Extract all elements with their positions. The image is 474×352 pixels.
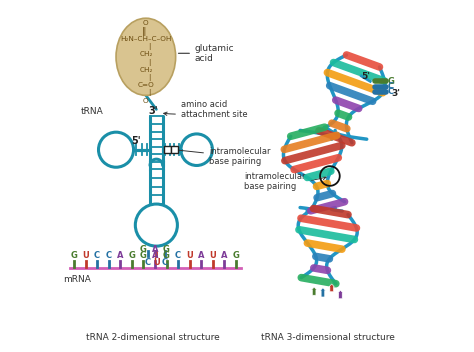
Text: 3': 3': [148, 106, 158, 116]
Text: G: G: [163, 245, 170, 254]
Circle shape: [181, 134, 212, 165]
Text: C: C: [94, 251, 100, 260]
Text: U: U: [210, 251, 216, 260]
Circle shape: [99, 132, 134, 167]
Text: G: G: [128, 251, 135, 260]
Text: A: A: [152, 251, 158, 260]
Text: G: G: [140, 251, 147, 260]
Text: U: U: [186, 251, 193, 260]
FancyArrow shape: [311, 287, 317, 295]
Text: 5': 5': [362, 71, 371, 81]
Text: G: G: [71, 251, 77, 260]
Text: 5': 5': [132, 136, 141, 146]
Text: |: |: [148, 74, 151, 81]
Text: CH₂: CH₂: [139, 51, 153, 57]
Bar: [164, 146, 171, 152]
Text: A: A: [152, 245, 158, 254]
Text: A: A: [117, 251, 124, 260]
Text: G: G: [233, 251, 239, 260]
Text: tRNA: tRNA: [81, 107, 104, 116]
Text: CH₂: CH₂: [139, 67, 153, 73]
Text: glutamic
acid: glutamic acid: [178, 44, 235, 63]
Text: mRNA: mRNA: [64, 275, 91, 284]
Ellipse shape: [116, 18, 176, 95]
FancyArrow shape: [320, 288, 326, 297]
Text: ‖: ‖: [142, 27, 146, 36]
FancyArrow shape: [338, 290, 343, 299]
Text: amino acid
attachment site: amino acid attachment site: [164, 100, 247, 119]
Text: G: G: [388, 77, 395, 86]
Text: tRNA 2-dimensional structure: tRNA 2-dimensional structure: [86, 333, 220, 342]
Text: C: C: [145, 258, 151, 268]
Text: U: U: [82, 251, 89, 260]
Text: |: |: [148, 58, 151, 65]
Text: A: A: [221, 251, 228, 260]
Text: C: C: [388, 82, 394, 91]
Text: G: G: [163, 251, 170, 260]
Text: U: U: [153, 258, 160, 268]
Text: intramolecular
base pairing: intramolecular base pairing: [174, 147, 271, 166]
Text: 3': 3': [391, 89, 400, 98]
FancyArrow shape: [329, 284, 334, 292]
Text: C: C: [388, 87, 394, 96]
Text: C: C: [106, 251, 112, 260]
Text: O: O: [143, 98, 149, 103]
Circle shape: [135, 204, 177, 246]
Text: H₂N–CH–C–OH: H₂N–CH–C–OH: [120, 36, 172, 42]
Text: A: A: [198, 251, 204, 260]
Text: G: G: [140, 245, 147, 254]
Text: |: |: [148, 89, 151, 96]
Text: tRNA 3-dimensional structure: tRNA 3-dimensional structure: [261, 333, 395, 342]
Text: C=O: C=O: [137, 82, 154, 88]
Text: C: C: [162, 258, 168, 268]
Text: C: C: [175, 251, 181, 260]
Text: |: |: [148, 43, 151, 50]
Bar: [172, 146, 178, 152]
Text: intramolecular
base pairing: intramolecular base pairing: [244, 171, 326, 191]
Text: O: O: [143, 20, 149, 26]
